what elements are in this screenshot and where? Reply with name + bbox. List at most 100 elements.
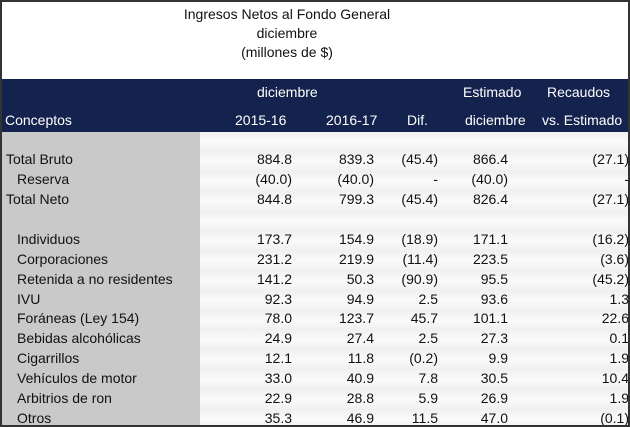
header-dif: Dif. <box>407 112 428 128</box>
cell-value: (90.9) <box>401 271 438 287</box>
cell-value: 47.0 <box>480 410 508 426</box>
cell-value: 7.8 <box>418 370 438 386</box>
row-label: Vehículos de motor <box>17 370 137 386</box>
cell-value: (45.2) <box>592 271 629 287</box>
table-row: Otros 35.3 46.9 11.5 47.0 (0.1) <box>2 409 628 426</box>
cell-value: (3.6) <box>600 251 629 267</box>
cell-value: 95.5 <box>480 271 508 287</box>
title-line: Ingresos Netos al Fondo General <box>183 6 391 22</box>
cell-value: 5.9 <box>418 390 438 406</box>
row-label: Individuos <box>17 231 81 247</box>
table-row: Bebidas alcohólicas 24.9 27.4 2.5 27.3 0.1 <box>2 329 629 349</box>
table-row: Reserva (40.0) (40.0) - (40.0) - <box>2 170 629 190</box>
cell-value: 2.5 <box>418 330 438 346</box>
cell-value: 1.3 <box>609 291 629 307</box>
cell-value: 12.1 <box>264 350 292 366</box>
cell-value: (27.1) <box>592 151 629 167</box>
cell-value: 0.1 <box>609 330 629 346</box>
table-title: Ingresos Netos al Fondo General diciembr… <box>2 5 572 62</box>
cell-value: 1.9 <box>609 350 629 366</box>
cell-value: 26.9 <box>480 390 508 406</box>
row-label: Cigarrillos <box>17 350 80 366</box>
cell-value: 171.1 <box>472 231 508 247</box>
row-label: Total Neto <box>6 191 70 207</box>
table-row: Corporaciones 231.2 219.9 (11.4) 223.5 (3.6) <box>2 250 629 270</box>
header-group-diciembre: diciembre <box>257 84 318 100</box>
table-row: Vehículos de motor 33.0 40.9 7.8 30.5 10.4 <box>2 369 629 389</box>
cell-value: (45.4) <box>401 191 438 207</box>
row-label: IVU <box>17 291 41 307</box>
title-line: (millones de $) <box>241 44 333 60</box>
cell-value: 9.9 <box>488 350 508 366</box>
row-label: Total Bruto <box>6 151 73 167</box>
cell-value: (45.4) <box>401 151 438 167</box>
cell-value: (16.2) <box>592 231 629 247</box>
table-row: Total Neto 844.8 799.3 (45.4) 826.4 (27.1) <box>2 190 629 210</box>
cell-value: 799.3 <box>338 191 374 207</box>
cell-value: 78.0 <box>264 310 292 326</box>
cell-value: 2.5 <box>418 291 438 307</box>
cell-value: 154.9 <box>338 231 374 247</box>
table-row: Total Bruto 884.8 839.3 (45.4) 866.4 (27.1) <box>2 150 629 170</box>
title-line: diciembre <box>256 25 318 41</box>
table-row: Foráneas (Ley 154) 78.0 123.7 45.7 101.1 22.6 <box>2 309 629 329</box>
cell-value: 46.9 <box>346 410 374 426</box>
cell-value: 219.9 <box>338 251 374 267</box>
cell-value: 93.6 <box>480 291 508 307</box>
cell-value: 231.2 <box>256 251 292 267</box>
row-label: Otros <box>17 410 52 426</box>
cell-value: 11.5 <box>411 410 438 426</box>
concepts-column-bg <box>2 132 200 425</box>
cell-value: 866.4 <box>472 151 508 167</box>
cell-value: 884.8 <box>256 151 292 167</box>
cell-value: (0.2) <box>409 350 438 366</box>
cell-value: 94.9 <box>346 291 374 307</box>
cell-value: 28.8 <box>346 390 374 406</box>
cell-value: 40.9 <box>346 370 374 386</box>
row-label: Reserva <box>17 171 70 187</box>
cell-value: 22.9 <box>264 390 292 406</box>
table-row: Retenida a no residentes 141.2 50.3 (90.9) 9… <box>2 270 629 290</box>
table-row: Arbitrios de ron 22.9 28.8 5.9 26.9 1.9 <box>2 389 629 409</box>
values-bg <box>200 132 628 425</box>
cell-value: 22.6 <box>601 310 629 326</box>
header-2016-17: 2016-17 <box>326 112 378 128</box>
cell-value: - <box>433 171 438 187</box>
table-header: diciembre Estimado Recaudos Conceptos 20… <box>2 79 628 132</box>
header-vs-estimado: vs. Estimado <box>542 112 623 128</box>
cell-value: 101.1 <box>472 310 508 326</box>
cell-value: (11.4) <box>402 251 438 267</box>
cell-value: 92.3 <box>264 291 292 307</box>
cell-value: 45.7 <box>410 310 438 326</box>
header-2015-16: 2015-16 <box>235 112 287 128</box>
cell-value: (18.9) <box>401 231 438 247</box>
cell-value: (27.1) <box>592 191 629 207</box>
cell-value: 826.4 <box>472 191 508 207</box>
cell-value: (40.0) <box>337 171 374 187</box>
header-group-recaudos: Recaudos <box>547 84 611 100</box>
cell-value: 35.3 <box>264 410 292 426</box>
cell-value: 50.3 <box>346 271 374 287</box>
cell-value: 173.7 <box>256 231 292 247</box>
table-row: Individuos 173.7 154.9 (18.9) 171.1 (16.2) <box>2 230 629 250</box>
cell-value: 223.5 <box>472 251 508 267</box>
cell-value: 10.4 <box>601 370 629 386</box>
row-label: Foráneas (Ley 154) <box>17 310 140 326</box>
header-group-estimado: Estimado <box>463 84 522 100</box>
cell-value: (40.0) <box>471 171 508 187</box>
cell-value: 11.8 <box>347 350 374 366</box>
row-label: Retenida a no residentes <box>17 271 173 287</box>
cell-value: 33.0 <box>264 370 292 386</box>
cell-value: 27.4 <box>346 330 374 346</box>
cell-value: - <box>624 171 629 187</box>
cell-value: (40.0) <box>255 171 292 187</box>
cell-value: 141.2 <box>256 271 292 287</box>
header-estimado-diciembre: diciembre <box>465 112 526 128</box>
table-row: IVU 92.3 94.9 2.5 93.6 1.3 <box>2 290 629 310</box>
row-label: Bebidas alcohólicas <box>17 330 141 346</box>
cell-value: 1.9 <box>609 390 629 406</box>
cell-value: 839.3 <box>338 151 374 167</box>
table-row: Cigarrillos 12.1 11.8 (0.2) 9.9 1.9 <box>2 349 629 369</box>
cell-value: 30.5 <box>480 370 508 386</box>
